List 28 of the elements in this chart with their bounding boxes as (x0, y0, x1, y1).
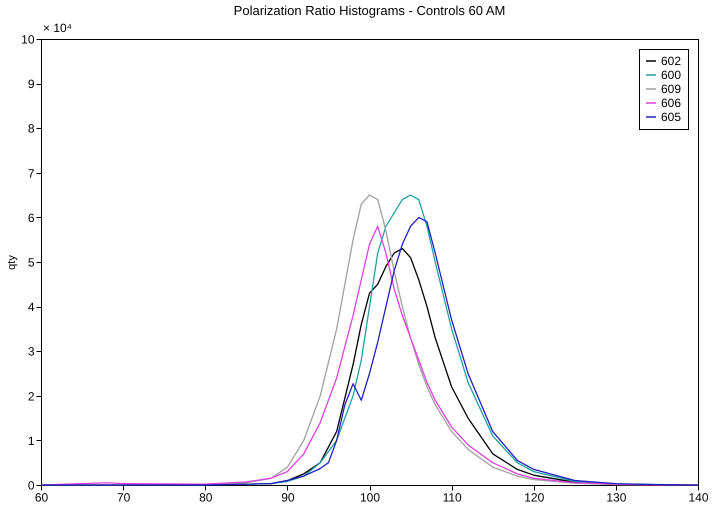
y-tick-label: 8 (28, 122, 35, 136)
x-tick-label: 80 (199, 490, 213, 504)
y-tick-label: 7 (28, 166, 35, 180)
x-tick-label: 100 (360, 490, 380, 504)
y-tick-label: 1 (28, 434, 35, 448)
y-tick-label: 0 (28, 478, 35, 492)
chart-title: Polarization Ratio Histograms - Controls 60 AM (234, 3, 506, 18)
x-tick-label: 70 (116, 490, 131, 504)
y-tick-label: 6 (28, 210, 35, 225)
x-tick-label: 130 (606, 490, 627, 504)
y-tick-label: 5 (28, 256, 35, 270)
legend-label: 606 (661, 96, 682, 110)
y-tick-label: 2 (28, 389, 35, 404)
legend-label: 609 (661, 82, 682, 96)
x-tick-label: 110 (442, 490, 462, 504)
legend-label: 605 (661, 110, 682, 124)
y-tick-label: 9 (28, 77, 35, 92)
text: × 10⁴ (43, 21, 72, 35)
x-tick-label: 60 (34, 490, 48, 504)
legend-label: 602 (661, 54, 682, 68)
y-axis-title: qty (6, 254, 18, 270)
y-tick-label: 3 (28, 344, 35, 359)
x-tick-label: 140 (688, 490, 709, 504)
legend-label: 600 (661, 68, 682, 82)
x-tick-label: 90 (281, 490, 295, 504)
y-tick-label: 4 (28, 300, 35, 314)
y-tick-label: 10 (21, 32, 35, 46)
x-tick-label: 120 (524, 490, 545, 504)
